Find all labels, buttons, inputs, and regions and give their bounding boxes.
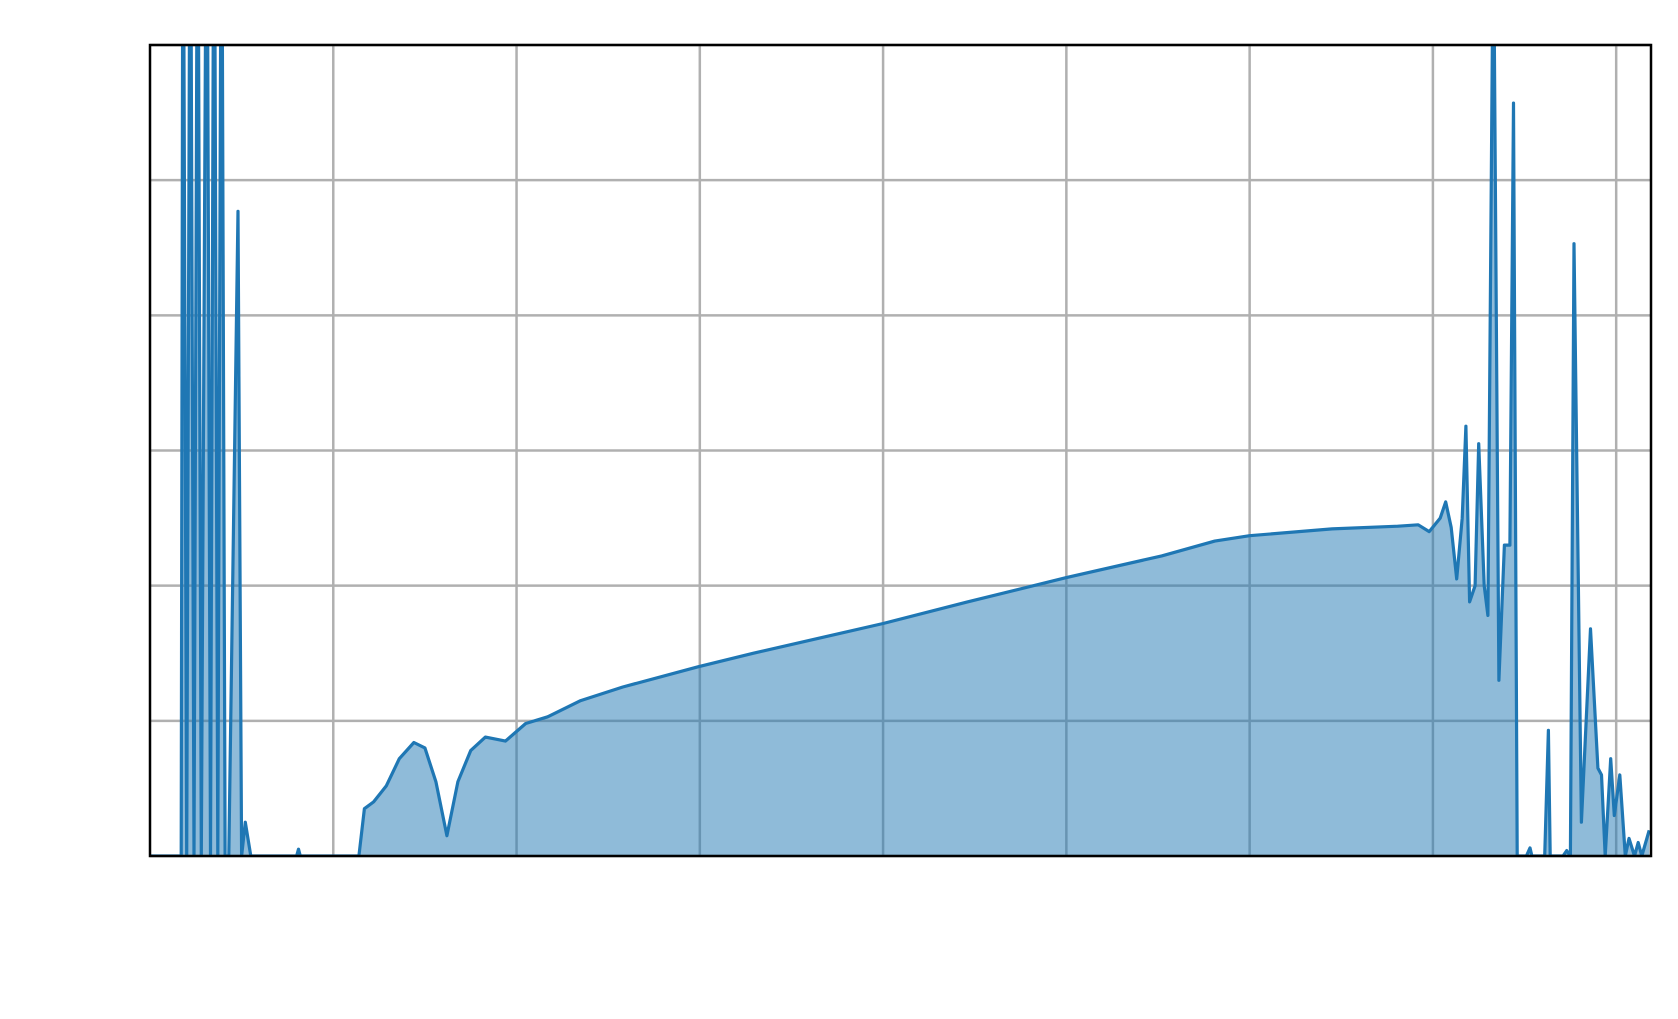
plot-area [150,45,1651,856]
area-fill [150,45,1650,856]
axes-frame [148,43,1653,858]
